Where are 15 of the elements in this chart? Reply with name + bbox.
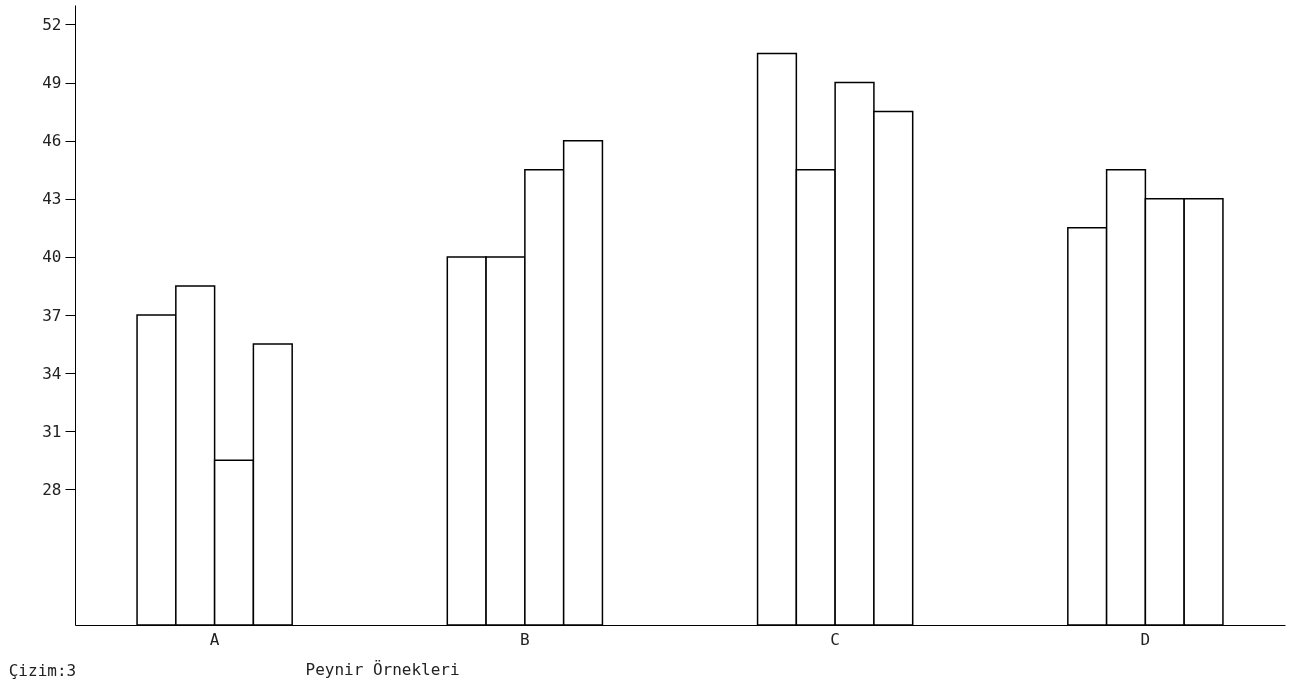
y-tick-label: 37 xyxy=(42,305,62,325)
x-tick-label: B xyxy=(520,629,530,649)
y-tick-label: 40 xyxy=(42,247,62,267)
text: Çizim:3 xyxy=(8,661,77,680)
y-tick-label: 34 xyxy=(42,363,62,383)
y-tick-label: 46 xyxy=(42,131,62,151)
x-tick-label: D xyxy=(1140,629,1151,649)
y-tick-label: 49 xyxy=(42,73,62,92)
x-tick-label: C xyxy=(830,629,840,649)
x-tick-label: A xyxy=(209,629,220,649)
y-tick-label: 43 xyxy=(42,189,62,209)
y-tick-label: 52 xyxy=(42,14,62,34)
y-tick-label: 31 xyxy=(42,421,62,441)
x-axis-title: Peynir Örnekleri xyxy=(305,659,460,679)
y-tick-label: 28 xyxy=(42,479,62,499)
